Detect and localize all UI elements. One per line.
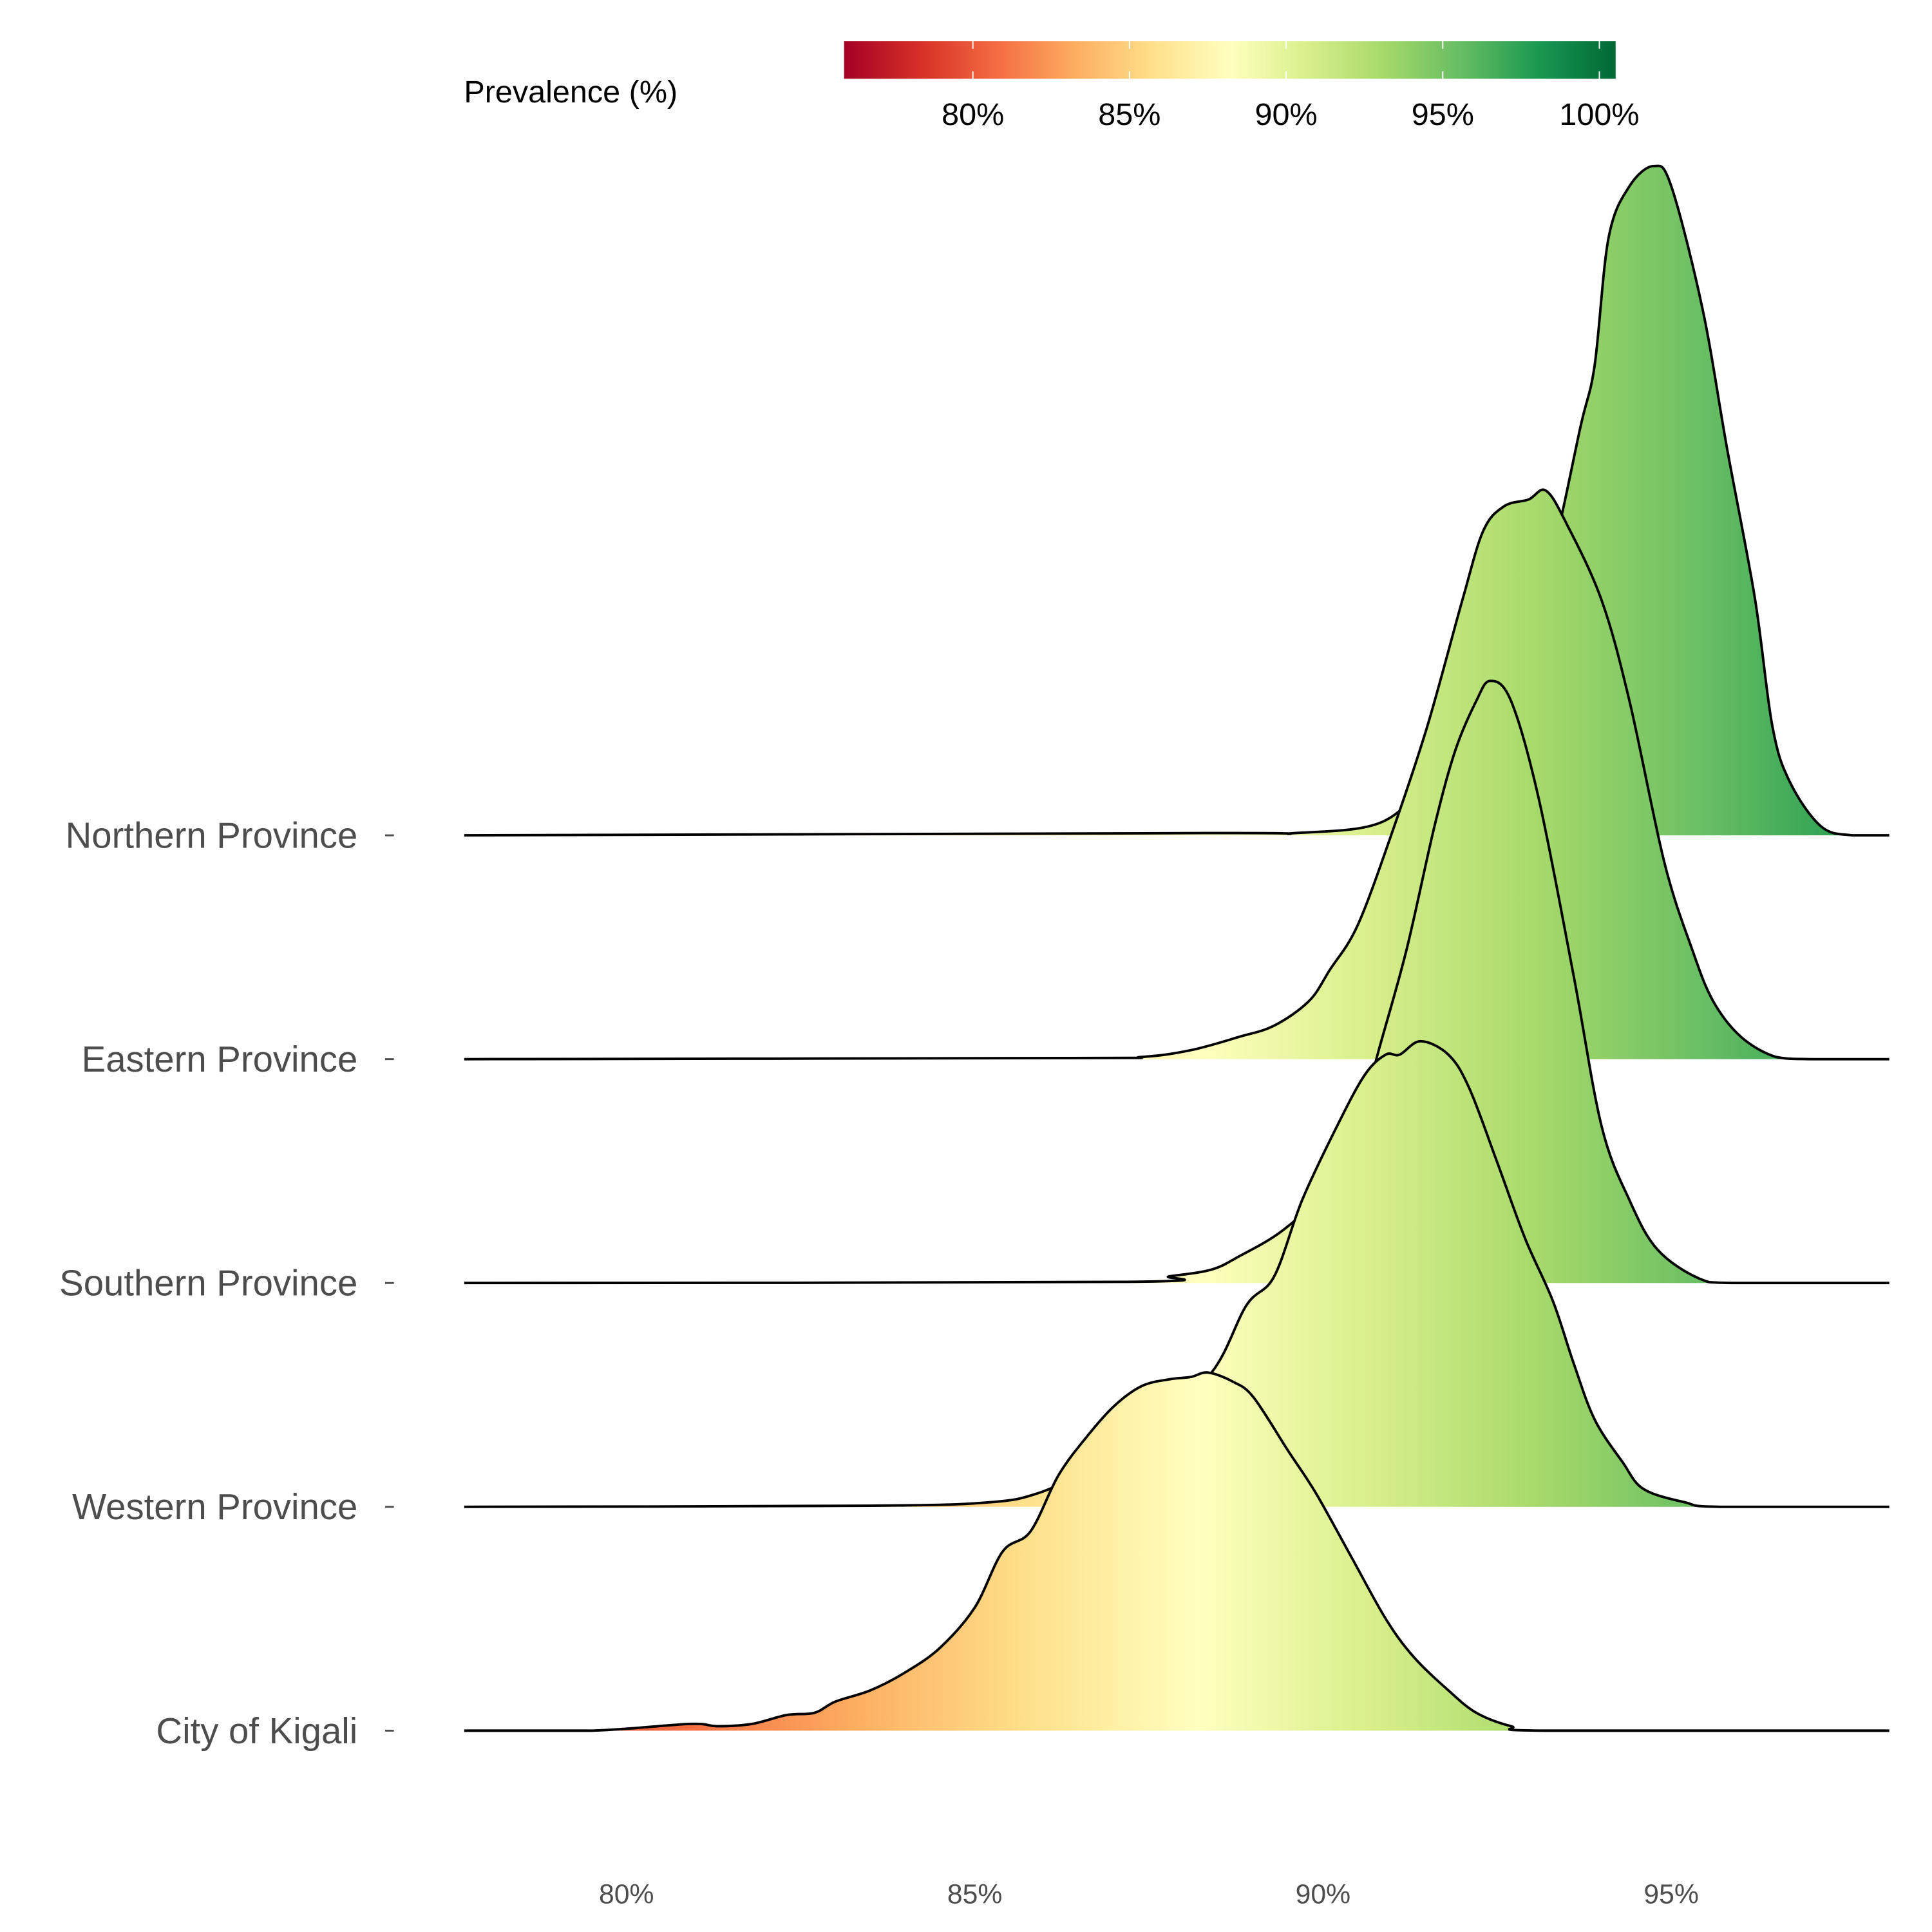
y-tick-label: City of Kigali — [156, 1710, 357, 1751]
legend-tick-label: 85% — [1098, 97, 1160, 132]
legend-title: Prevalence (%) — [464, 75, 677, 109]
ridge-line-southern-province — [464, 679, 1889, 1285]
color-legend: Prevalence (%) 80% 85% 90% 95% 100% — [464, 41, 1640, 132]
ridge-line-eastern-province — [464, 488, 1889, 1061]
ridge-fill-western-province — [464, 1041, 1889, 1507]
ridge-line-western-province — [464, 1039, 1889, 1508]
x-tick-label: 85% — [947, 1879, 1002, 1909]
legend-tick-label: 90% — [1255, 97, 1318, 132]
ridge-line-northern-province — [464, 164, 1889, 837]
ridge-fill-southern-province — [464, 681, 1889, 1283]
x-tick-label: 95% — [1643, 1879, 1698, 1909]
legend-tick-label: 95% — [1412, 97, 1474, 132]
ridges — [464, 164, 1889, 1732]
y-tick-label: Eastern Province — [82, 1039, 358, 1079]
legend-tick-label: 100% — [1559, 97, 1639, 132]
y-tick-label: Northern Province — [66, 815, 358, 856]
y-axis: Northern Province Eastern Province Souther… — [59, 815, 394, 1751]
legend-colorbar — [844, 41, 1616, 79]
x-tick-label: 80% — [599, 1879, 654, 1909]
ridge-line-city-of-kigali — [464, 1371, 1889, 1732]
ridge-fill-northern-province — [464, 166, 1889, 836]
y-tick-label: Southern Province — [59, 1263, 357, 1303]
x-axis: 80% 85% 90% 95% — [599, 1879, 1699, 1909]
y-tick-label: Western Province — [72, 1486, 357, 1527]
ridge-fill-city-of-kigali — [464, 1372, 1889, 1731]
x-tick-label: 90% — [1296, 1879, 1350, 1909]
legend-tick-label: 80% — [942, 97, 1004, 132]
